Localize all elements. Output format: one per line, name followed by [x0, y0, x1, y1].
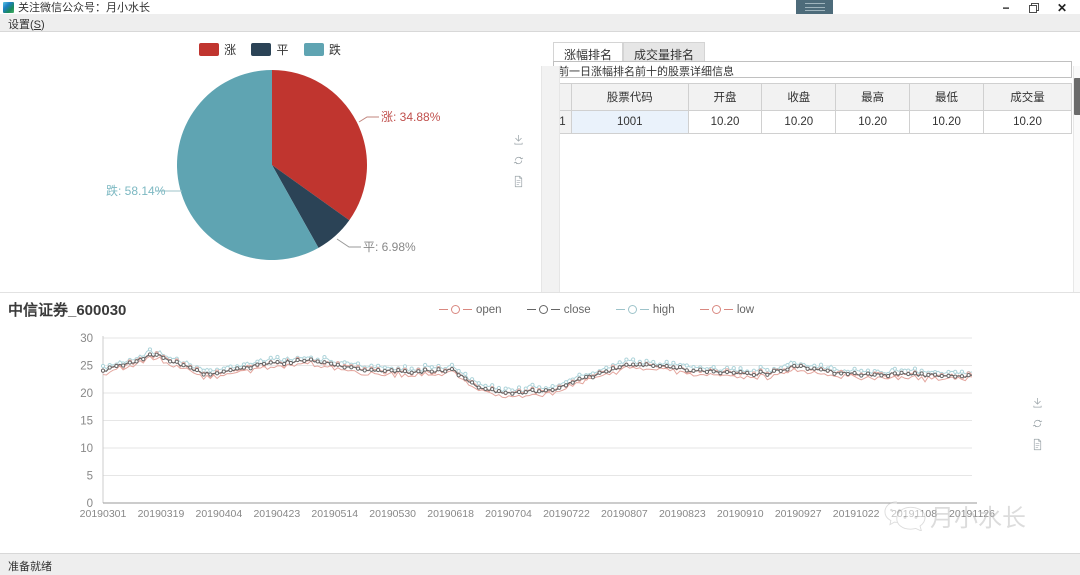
svg-text:20190319: 20190319 [138, 508, 185, 520]
svg-text:20191022: 20191022 [833, 508, 880, 520]
svg-text:15: 15 [80, 416, 93, 428]
svg-text:20190927: 20190927 [775, 508, 822, 520]
svg-text:30: 30 [80, 333, 93, 345]
svg-text:20190404: 20190404 [196, 508, 243, 520]
svg-text:20190423: 20190423 [253, 508, 300, 520]
svg-text:20190722: 20190722 [543, 508, 590, 520]
svg-text:20190704: 20190704 [485, 508, 532, 520]
svg-text:20190823: 20190823 [659, 508, 706, 520]
svg-text:20: 20 [80, 388, 93, 400]
svg-text:20190807: 20190807 [601, 508, 648, 520]
svg-text:20190910: 20190910 [717, 508, 764, 520]
svg-text:10: 10 [80, 443, 93, 455]
svg-text:25: 25 [80, 361, 93, 373]
svg-text:5: 5 [87, 471, 93, 483]
svg-text:平: 6.98%: 平: 6.98% [363, 240, 416, 254]
svg-text:跌: 58.14%: 跌: 58.14% [106, 183, 166, 198]
svg-text:20190514: 20190514 [311, 508, 358, 520]
svg-text:20190301: 20190301 [80, 508, 127, 520]
svg-text:20190530: 20190530 [369, 508, 416, 520]
svg-text:20190618: 20190618 [427, 508, 474, 520]
svg-text:涨: 34.88%: 涨: 34.88% [381, 109, 441, 124]
